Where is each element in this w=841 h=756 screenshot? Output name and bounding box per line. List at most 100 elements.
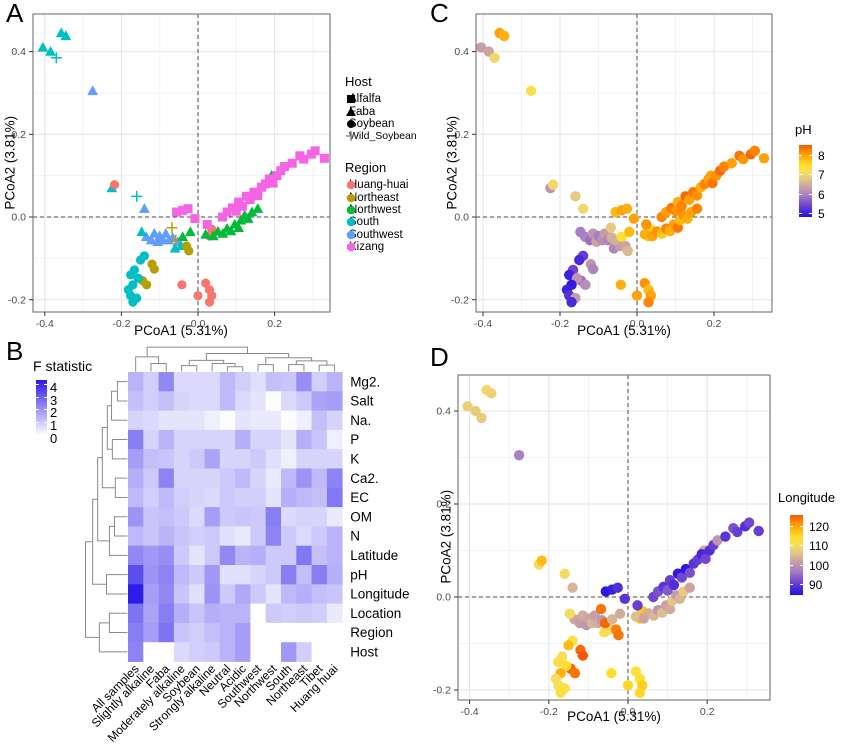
host-legend: Host Alfalfa Faba Soybean Wild_Soybean <box>345 74 417 143</box>
svg-text:-0.2: -0.2 <box>451 294 469 306</box>
colorbar-tick-label: 7 <box>818 168 825 183</box>
host-legend-title: Host <box>345 74 372 89</box>
svg-text:Region: Region <box>350 625 393 640</box>
panel-d-y-axis-title: PCoA2 (3.81%) <box>438 489 454 584</box>
gradient-bar <box>790 515 803 595</box>
svg-text:Salt: Salt <box>350 394 374 409</box>
svg-text:Na.: Na. <box>350 413 371 428</box>
colorbar-tick <box>36 409 39 411</box>
svg-text:0.4: 0.4 <box>454 46 469 58</box>
region-legend-label: Northwest <box>349 203 401 216</box>
region-legend-item: Northwest <box>345 204 408 216</box>
region-legend-label: Xizang <box>349 241 385 254</box>
host-legend-item: Alfalfa <box>345 93 417 105</box>
svg-text:0.0: 0.0 <box>454 212 469 224</box>
panel-label-d: D <box>430 342 449 372</box>
panel-d-pcoa-scatter: -0.4 -0.2 0.0 0.2 -0.2 0.0 0.2 0.4 <box>433 374 771 718</box>
colorbar-tick-label: 90 <box>809 577 823 592</box>
f-statistic-tick-label: 1 <box>50 418 58 434</box>
colorbar-tick-label: 8 <box>818 148 825 163</box>
region-legend-title: Region <box>345 160 387 175</box>
panel-label-a: A <box>6 0 24 28</box>
ph-legend: pH 8 7 6 5 <box>795 122 841 232</box>
f-statistic-tick-label: 0 <box>50 431 58 446</box>
host-legend-label: Wild_Soybean <box>349 130 417 143</box>
svg-text:-0.2: -0.2 <box>540 706 558 718</box>
colorbar-tick <box>790 526 793 528</box>
svg-text:0.4: 0.4 <box>436 406 451 418</box>
f-statistic-tick-label: 3 <box>50 392 58 408</box>
panel-d-x-axis-title: PCoA1 (5.31%) <box>567 709 661 724</box>
f-statistic-tick-label: 4 <box>50 379 58 395</box>
colorbar-tick <box>799 213 802 215</box>
svg-text:0.2: 0.2 <box>707 318 722 330</box>
svg-text:0.2: 0.2 <box>700 706 715 718</box>
region-color-swatch <box>346 180 356 190</box>
svg-text:-0.2: -0.2 <box>8 294 26 306</box>
svg-text:-0.2: -0.2 <box>551 318 569 330</box>
colorbar-tick <box>36 422 39 424</box>
svg-text:pH: pH <box>350 567 367 582</box>
svg-text:0.0: 0.0 <box>191 318 206 330</box>
svg-text:Mg2.: Mg2. <box>350 374 380 389</box>
panel-b-heatmap: Mg2. Salt Na. PK Ca2. EC OM N Latitude pH Longitud… <box>85 346 410 745</box>
longitude-legend-title: Longitude <box>778 490 836 505</box>
colorbar-tick-label: 110 <box>809 539 829 554</box>
panel-c-y-axis-title: PCoA2 (3.81%) <box>444 115 460 210</box>
colorbar-tick <box>790 564 793 566</box>
colorbar-tick <box>790 583 793 585</box>
region-legend: Region Huang-huai Northeast Northwest South… <box>345 160 408 253</box>
svg-text:P: P <box>350 432 359 447</box>
colorbar-tick <box>799 193 802 195</box>
f-statistic-legend-title: F statistic <box>33 358 93 374</box>
host-legend-label: Soybean <box>349 117 395 130</box>
region-legend-items: Huang-huai Northeast Northwest South Southwe… <box>345 179 408 253</box>
colorbar-tick <box>44 409 47 411</box>
colorbar-tick <box>790 545 793 547</box>
panel-a-y-axis-title: PCoA2 (3.81%) <box>2 115 18 210</box>
colorbar-tick <box>809 193 812 195</box>
region-legend-label: South <box>349 216 380 229</box>
region-color-swatch <box>346 193 356 202</box>
f-statistic-tick-label: 2 <box>50 405 58 421</box>
colorbar-tick <box>44 422 47 424</box>
colorbar-tick <box>44 396 47 398</box>
region-legend-label: Northeast <box>349 191 399 204</box>
panel-c-x-axis-title: PCoA1 (5.31%) <box>577 323 671 338</box>
host-legend-items: Alfalfa Faba Soybean Wild_Soybean <box>345 93 417 143</box>
colorbar-tick <box>800 526 803 528</box>
host-legend-item: Wild_Soybean <box>345 130 417 142</box>
svg-text:0.2: 0.2 <box>436 499 451 511</box>
colorbar-tick <box>809 213 812 215</box>
colorbar-tick <box>800 583 803 585</box>
triangle-icon <box>346 106 356 116</box>
colorbar-tick <box>800 545 803 547</box>
svg-text:0.2: 0.2 <box>267 318 282 330</box>
gradient-bar <box>799 145 812 217</box>
region-legend-item: Huang-huai <box>345 179 408 191</box>
colorbar-tick <box>809 174 812 176</box>
region-color-swatch <box>346 230 356 240</box>
colorbar-tick-label: 100 <box>809 558 830 573</box>
svg-text:K: K <box>350 451 359 466</box>
svg-text:Location: Location <box>350 606 401 621</box>
svg-text:Longitude: Longitude <box>350 587 409 602</box>
panel-a-x-axis-title: PCoA1 (5.31%) <box>134 323 228 338</box>
svg-text:-0.2: -0.2 <box>112 318 130 330</box>
f-statistic-gradient-bar <box>36 380 47 435</box>
ph-legend-title: pH <box>795 122 812 137</box>
square-icon <box>347 95 355 104</box>
colorbar-tick <box>809 154 812 156</box>
panel-a-pcoa-scatter: -0.4 -0.2 0.0 0.2 -0.2 0.0 0.2 0.4 <box>8 13 331 330</box>
host-legend-label: Faba <box>349 105 376 118</box>
svg-text:0.0: 0.0 <box>630 318 645 330</box>
colorbar-tick-label: 6 <box>818 187 825 202</box>
region-color-swatch <box>346 218 356 227</box>
svg-text:Host: Host <box>350 644 378 659</box>
svg-text:-0.2: -0.2 <box>433 685 451 697</box>
svg-text:Latitude: Latitude <box>350 548 398 563</box>
panel-c-pcoa-scatter: -0.4 -0.2 0.0 0.2 -0.2 0.0 0.2 0.4 <box>451 13 773 330</box>
region-legend-label: Huang-huai <box>349 179 409 192</box>
